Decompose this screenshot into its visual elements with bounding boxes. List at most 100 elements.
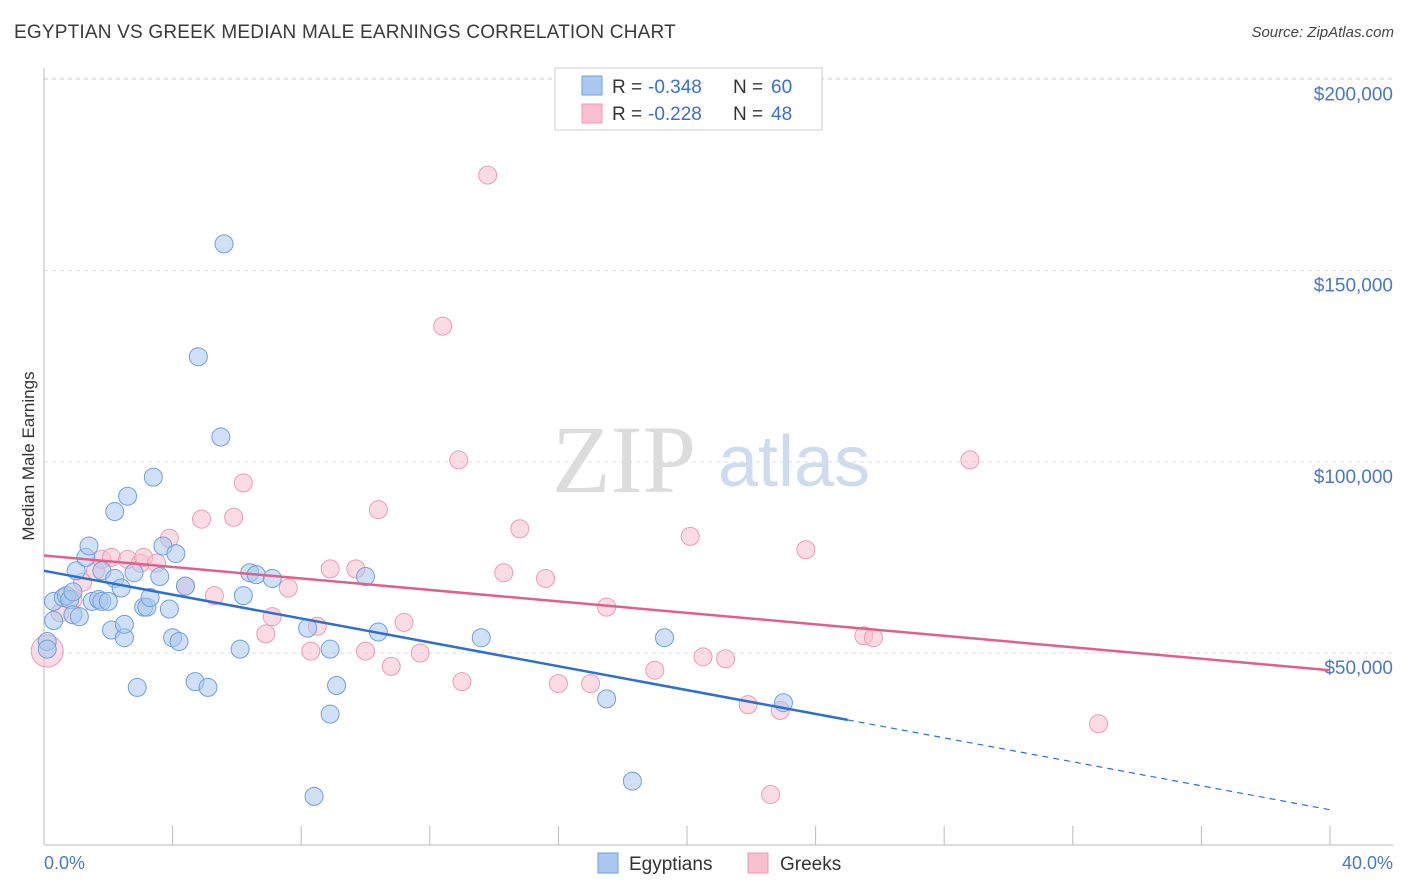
egyptians-point xyxy=(63,582,83,602)
greeks-point xyxy=(410,643,430,663)
egyptians-point xyxy=(622,771,642,791)
egyptians-point xyxy=(111,578,131,598)
greeks-point xyxy=(1089,714,1109,734)
watermark-zip: ZIP xyxy=(552,406,696,513)
egyptians-points xyxy=(37,234,793,806)
y-axis-tick-labels: $50,000 $100,000 $150,000 $200,000 xyxy=(1314,85,1393,680)
egyptians-trend-line xyxy=(43,569,848,722)
greeks-point xyxy=(494,563,514,583)
legend-n-label-greeks: N = xyxy=(733,104,763,125)
greeks-point xyxy=(256,624,276,644)
greeks-point xyxy=(452,672,472,692)
x-tick-label-min: 0.0% xyxy=(44,853,85,873)
egyptians-point xyxy=(124,563,144,583)
egyptians-point xyxy=(166,544,186,564)
legend-r-label-greeks: R = xyxy=(612,104,642,125)
greeks-point xyxy=(204,586,224,606)
egyptians-point xyxy=(127,677,147,697)
egyptians-point xyxy=(159,599,179,619)
egyptians-point xyxy=(169,632,189,652)
egyptians-point xyxy=(356,567,375,587)
y-tick-label: $200,000 xyxy=(1314,85,1393,106)
greeks-point xyxy=(356,641,375,661)
series-legend: Egyptians Greeks xyxy=(597,852,841,875)
greeks-point xyxy=(301,641,321,661)
greeks-point xyxy=(693,647,713,667)
greeks-point xyxy=(233,473,253,493)
egyptians-point xyxy=(44,611,64,631)
greeks-point xyxy=(262,607,282,627)
greeks-trend-line xyxy=(43,554,1331,672)
egyptians-point xyxy=(175,576,195,596)
egyptians-point xyxy=(150,567,170,587)
egyptians-point xyxy=(140,588,160,608)
greeks-point xyxy=(449,450,469,470)
greeks-point xyxy=(536,568,556,588)
x-axis-ticks xyxy=(43,826,1331,845)
greeks-point xyxy=(680,526,700,546)
y-tick-label: $150,000 xyxy=(1314,276,1393,297)
legend-r-value-greeks: -0.228 xyxy=(648,104,702,125)
egyptians-point xyxy=(98,591,118,611)
greeks-point xyxy=(381,656,401,676)
legend-swatch-greeks xyxy=(581,103,603,124)
greeks-point xyxy=(224,507,244,527)
egyptians-point xyxy=(69,607,89,627)
greeks-point xyxy=(394,612,414,632)
greeks-point xyxy=(278,578,298,598)
greeks-point xyxy=(645,660,665,680)
greeks-point xyxy=(548,674,568,694)
egyptians-point xyxy=(198,677,218,697)
greeks-point xyxy=(581,674,601,694)
series-legend-swatch-greeks xyxy=(747,852,769,874)
legend-n-value-egyptians: 60 xyxy=(771,77,792,98)
egyptians-point xyxy=(471,628,491,648)
egyptians-point xyxy=(114,614,134,634)
greeks-point xyxy=(368,500,388,520)
greeks-point xyxy=(761,784,781,804)
greeks-point xyxy=(433,316,453,336)
source-credit: Source: ZipAtlas.com xyxy=(1251,24,1394,41)
egyptians-point xyxy=(143,467,163,487)
greeks-point xyxy=(738,695,758,715)
greeks-point xyxy=(510,519,530,539)
egyptians-point xyxy=(211,427,231,447)
egyptians-point xyxy=(597,689,617,709)
egyptians-point xyxy=(327,675,347,695)
egyptians-point xyxy=(105,502,125,522)
egyptians-trend-extension xyxy=(847,719,1331,811)
greeks-point xyxy=(192,509,212,529)
greeks-point xyxy=(960,450,980,470)
egyptians-point xyxy=(233,586,253,606)
greeks-point xyxy=(863,628,883,648)
egyptians-point xyxy=(304,786,324,806)
egyptians-point xyxy=(262,568,282,588)
legend-n-value-greeks: 48 xyxy=(771,104,792,125)
egyptians-point xyxy=(214,234,234,254)
correlation-legend: R = -0.348 N = 60 R = -0.228 N = 48 xyxy=(554,67,823,131)
greeks-point xyxy=(320,559,340,579)
egyptians-point xyxy=(118,486,138,506)
y-axis-label: Median Male Earnings xyxy=(19,371,38,540)
greeks-point xyxy=(716,649,736,669)
egyptians-point xyxy=(320,704,340,724)
egyptians-point xyxy=(230,639,250,659)
y-tick-label: $50,000 xyxy=(1324,658,1393,679)
egyptians-point xyxy=(188,347,208,367)
legend-swatch-egyptians xyxy=(581,75,603,96)
series-legend-label-greeks: Greeks xyxy=(780,854,841,875)
egyptians-point xyxy=(320,639,340,659)
series-legend-swatch-egyptians xyxy=(597,852,619,874)
egyptians-point xyxy=(79,536,99,556)
legend-r-value-egyptians: -0.348 xyxy=(648,77,702,98)
chart-title: EGYPTIAN VS GREEK MEDIAN MALE EARNINGS C… xyxy=(14,22,676,43)
y-tick-label: $100,000 xyxy=(1314,467,1393,488)
series-legend-label-egyptians: Egyptians xyxy=(629,854,712,875)
x-tick-label-max: 40.0% xyxy=(1342,853,1393,873)
egyptians-point xyxy=(654,628,674,648)
legend-n-label-egyptians: N = xyxy=(733,77,763,98)
egyptians-point xyxy=(37,639,57,659)
trend-lines xyxy=(43,554,1331,811)
greeks-point xyxy=(796,540,816,560)
